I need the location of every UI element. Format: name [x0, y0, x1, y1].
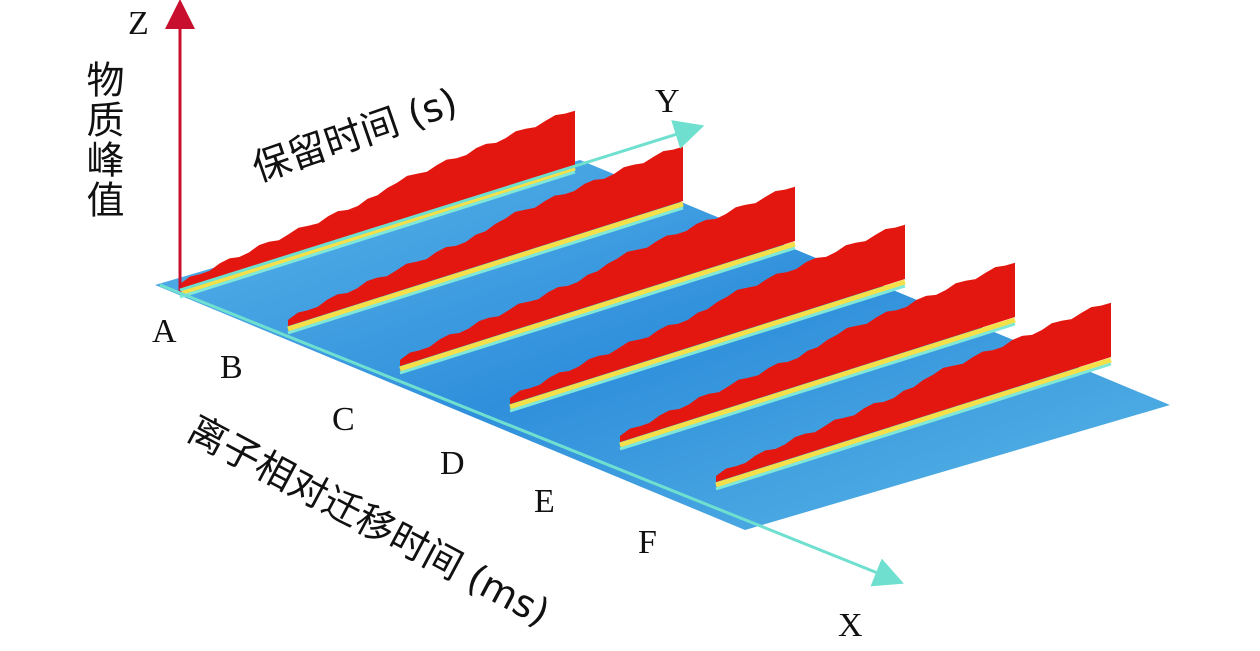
x-title: 离子相对迁移时间 (ms) — [181, 407, 557, 635]
x-label: X — [838, 607, 863, 644]
ridge — [400, 186, 795, 366]
ridge-base — [287, 201, 684, 332]
ridge — [620, 262, 1015, 442]
ridge-trace — [715, 362, 1112, 491]
ridge-trace — [619, 322, 1016, 451]
ridge-base — [619, 317, 1016, 448]
ridge — [510, 224, 905, 404]
z-label: Z — [128, 5, 149, 42]
ridge-base — [715, 357, 1112, 488]
ridge — [288, 146, 683, 326]
y-label: Y — [655, 83, 680, 120]
sample-label: D — [440, 445, 465, 482]
ridge — [716, 302, 1111, 482]
ridge-base — [509, 279, 906, 410]
sample-label: A — [152, 313, 177, 350]
sample-label: F — [638, 524, 657, 561]
y-axis — [179, 120, 705, 292]
sample-label: C — [332, 401, 355, 438]
ridge-trace — [509, 284, 906, 413]
ridge-trace — [399, 246, 796, 375]
x-axis — [159, 283, 904, 587]
ridge-trace — [287, 206, 684, 335]
ridge-trace — [179, 170, 576, 299]
z-title: 物质峰值 — [80, 60, 124, 220]
ridge — [180, 110, 575, 290]
sample-label: E — [534, 483, 555, 520]
ridge-base — [399, 241, 796, 372]
ridges — [179, 110, 1112, 491]
sample-labels: A B C D E F — [152, 313, 657, 561]
ridge-base — [179, 165, 576, 296]
sample-label: B — [220, 349, 243, 386]
